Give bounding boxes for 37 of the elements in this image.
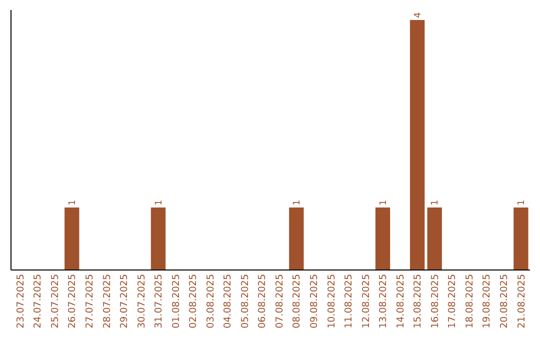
data-label: 1 [430,200,441,206]
x-tick-label: 09.08.2025 [309,274,320,328]
x-tick-label: 15.08.2025 [412,274,424,328]
x-tick-label: 05.08.2025 [240,274,251,328]
data-label: 1 [517,200,528,206]
data-label: 1 [292,200,303,206]
data-label: 1 [154,200,164,206]
x-tick-label: 20.08.2025 [498,274,510,328]
x-tick-label: 25.07.2025 [50,274,61,328]
x-tick-label: 19.08.2025 [482,274,493,328]
x-tick-label: 13.08.2025 [378,274,390,328]
x-tick-label: 31.07.2025 [154,274,165,328]
x-tick-label: 28.07.2025 [102,274,113,328]
x-tick-label: 16.08.2025 [430,274,441,328]
x-tick-label: 04.08.2025 [222,274,234,328]
x-tick-label: 03.08.2025 [205,274,216,328]
data-label: 1 [378,200,389,206]
data-label: 4 [413,12,424,18]
x-tick-label: 11.08.2025 [344,274,355,328]
x-tick-label: 30.07.2025 [136,274,148,328]
x-tick-label: 23.07.2025 [15,274,26,328]
x-tick-label: 27.07.2025 [84,274,96,328]
x-tick-label: 29.07.2025 [119,274,130,328]
x-tick-label: 18.08.2025 [464,274,476,328]
x-tick-label: 24.07.2025 [32,274,44,328]
x-tick-label: 08.08.2025 [292,274,303,328]
data-label: 1 [68,200,78,206]
x-tick-label: 02.08.2025 [188,274,200,328]
x-tick-label: 14.08.2025 [395,274,406,328]
x-tick-label: 10.08.2025 [326,274,338,328]
x-tick-label: 17.08.2025 [447,274,458,328]
x-tick-label: 21.08.2025 [516,274,528,328]
x-tick-label: 06.08.2025 [257,274,268,328]
x-tick-label: 12.08.2025 [360,274,372,328]
x-tick-label: 26.07.2025 [67,274,78,328]
x-tick-label: 01.08.2025 [170,274,182,328]
x-tick-label: 07.08.2025 [274,274,286,328]
